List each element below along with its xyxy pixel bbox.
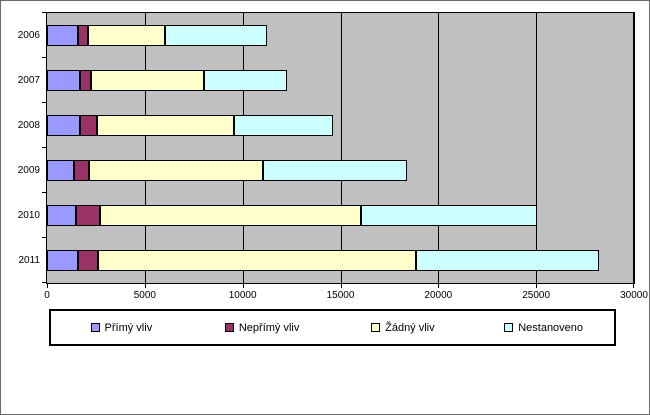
x-axis-tick	[536, 284, 538, 288]
bar-segment	[47, 70, 81, 91]
gridline	[438, 13, 440, 283]
y-axis-label: 2007	[17, 74, 40, 86]
x-axis-tick	[438, 284, 440, 288]
bar-segment	[80, 115, 97, 136]
gridline	[633, 13, 634, 283]
bar-segment	[74, 160, 90, 181]
x-axis-tick	[633, 284, 634, 288]
y-axis-tick	[42, 192, 46, 193]
gridline	[144, 13, 146, 283]
plot-area	[46, 12, 635, 284]
bar-segment	[47, 250, 79, 271]
legend-label: Nestanoveno	[518, 321, 584, 334]
y-axis-tick	[42, 57, 46, 58]
legend-marker-icon	[371, 323, 381, 332]
x-axis-tick	[340, 284, 342, 288]
x-axis-label: 30000	[620, 290, 648, 301]
x-axis-label: 15000	[326, 290, 355, 301]
y-axis-label: 2009	[17, 164, 40, 176]
legend-label: Nepřímý vliv	[238, 321, 300, 334]
bar-segment	[263, 160, 408, 181]
y-axis-tick	[42, 282, 46, 283]
bar-segment	[97, 250, 416, 271]
y-axis-tick	[42, 147, 46, 148]
x-axis-label: 20000	[424, 290, 453, 301]
y-axis-label: 2010	[17, 209, 40, 221]
bar-segment	[361, 205, 538, 226]
bar-segment	[203, 70, 287, 91]
x-axis-tick	[47, 284, 48, 288]
legend-marker-icon	[224, 323, 234, 332]
y-axis-label: 2011	[18, 254, 40, 266]
bar-segment	[47, 160, 75, 181]
x-axis-label: 5000	[133, 290, 156, 301]
legend-item-zadny-vliv: Žádný vliv	[333, 322, 474, 334]
bar-segment	[47, 205, 77, 226]
legend-item-nestanoveno: Nestanoveno	[473, 322, 614, 334]
x-axis-label: 25000	[522, 290, 551, 301]
legend-marker-icon	[504, 323, 514, 332]
bar-segment	[415, 250, 599, 271]
bar-segment	[165, 25, 268, 46]
bar-segment	[91, 70, 204, 91]
y-axis-tick	[42, 12, 46, 13]
gridline	[242, 13, 244, 283]
gridline	[536, 13, 538, 283]
x-axis-tick	[242, 284, 244, 288]
x-axis-tick	[144, 284, 146, 288]
legend: Přímý vliv Nepřímý vliv Žádný vliv Nesta…	[49, 309, 616, 346]
legend-label: Přímý vliv	[104, 321, 153, 334]
bar-segment	[96, 115, 234, 136]
bar-segment	[80, 70, 91, 91]
legend-item-primy-vliv: Přímý vliv	[51, 322, 192, 334]
y-axis-tick	[42, 102, 46, 103]
legend-item-neprimy-vliv: Nepřímý vliv	[192, 322, 333, 334]
bar-segment	[99, 205, 362, 226]
x-axis-label: 10000	[228, 290, 257, 301]
legend-label: Žádný vliv	[385, 321, 435, 334]
bar-segment	[76, 205, 100, 226]
bar-segment	[78, 25, 89, 46]
bar-segment	[88, 25, 166, 46]
bar-segment	[89, 160, 264, 181]
gridline	[340, 13, 342, 283]
bar-segment	[47, 25, 79, 46]
x-axis-label: 0	[44, 290, 50, 301]
bar-segment	[78, 250, 98, 271]
y-axis-label: 2006	[17, 29, 40, 41]
y-axis-label: 2008	[17, 119, 40, 131]
y-axis-tick	[42, 237, 46, 238]
bar-segment	[233, 115, 333, 136]
bar-segment	[47, 115, 81, 136]
legend-marker-icon	[90, 323, 100, 332]
